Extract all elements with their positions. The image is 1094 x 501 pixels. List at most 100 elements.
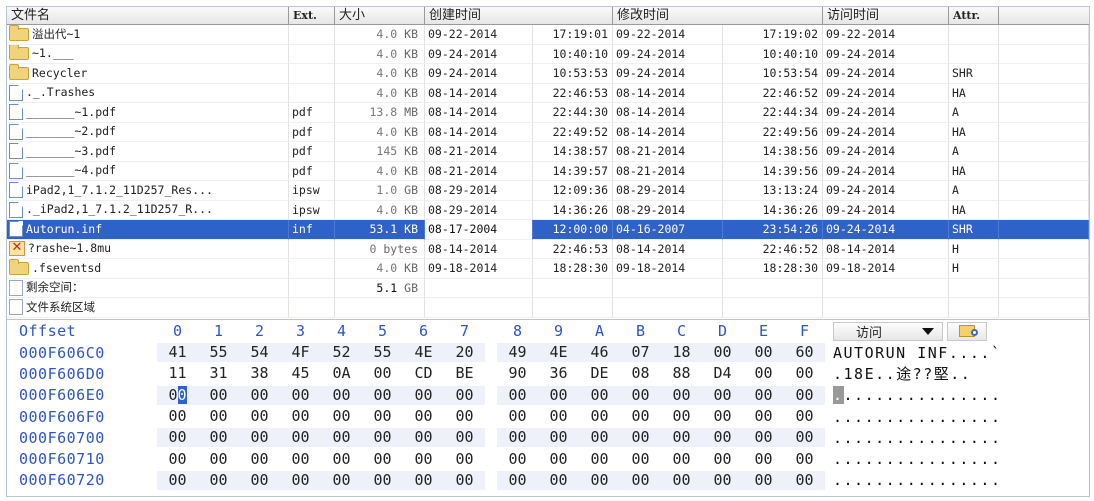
hex-byte[interactable]: 00: [362, 428, 403, 448]
hex-byte[interactable]: 00: [672, 407, 691, 426]
hex-byte[interactable]: 00: [280, 428, 321, 448]
file-row[interactable]: 文件系统区域: [7, 298, 1089, 318]
hex-byte[interactable]: 00: [743, 343, 784, 363]
hex-byte[interactable]: 00: [157, 470, 198, 490]
hex-byte[interactable]: 00: [538, 428, 579, 448]
hex-byte[interactable]: 31: [209, 364, 228, 383]
hex-byte[interactable]: 00: [549, 449, 568, 468]
ascii-text[interactable]: ................: [833, 450, 1002, 469]
hex-byte[interactable]: 00: [620, 428, 661, 448]
hex-byte[interactable]: 00: [444, 470, 485, 490]
column-header-ext[interactable]: Ext.: [289, 7, 335, 25]
hex-byte[interactable]: 00: [590, 407, 609, 426]
hex-byte[interactable]: 00: [373, 364, 392, 383]
hex-byte[interactable]: DE: [590, 364, 609, 383]
column-header-size[interactable]: 大小: [335, 7, 425, 25]
column-header-created[interactable]: 创建时间: [425, 7, 613, 25]
hex-byte[interactable]: 60: [784, 343, 825, 363]
hex-byte[interactable]: 07: [620, 343, 661, 363]
hex-byte[interactable]: 00: [198, 470, 239, 490]
hex-byte[interactable]: 00: [754, 407, 773, 426]
hex-byte[interactable]: 49: [497, 343, 538, 363]
hex-byte[interactable]: 41: [157, 343, 198, 363]
hex-byte[interactable]: 38: [250, 364, 269, 383]
hex-byte[interactable]: 00: [209, 449, 228, 468]
column-header-accessed[interactable]: 访问时间: [823, 7, 949, 25]
file-row[interactable]: _______~2.pdf pdf 4.0 KB 08-14-2014 22:49:52…: [7, 122, 1089, 142]
hex-byte[interactable]: 18: [661, 343, 702, 363]
hex-byte[interactable]: 00: [579, 470, 620, 490]
hex-byte[interactable]: 00: [743, 428, 784, 448]
hex-byte[interactable]: 00: [538, 385, 579, 405]
hex-byte[interactable]: 00: [713, 449, 732, 468]
hex-byte[interactable]: 08: [631, 364, 650, 383]
hex-byte[interactable]: 00: [168, 449, 187, 468]
hex-byte[interactable]: 00: [209, 407, 228, 426]
hex-byte[interactable]: 00: [754, 449, 773, 468]
hex-byte[interactable]: 00: [332, 449, 351, 468]
hex-byte[interactable]: 00: [280, 385, 321, 405]
hex-byte[interactable]: 00: [579, 385, 620, 405]
hex-byte[interactable]: 00: [549, 407, 568, 426]
ascii-text[interactable]: ................: [833, 386, 1057, 405]
hex-byte[interactable]: 54: [239, 343, 280, 363]
file-row-selected[interactable]: Autorun.inf inf 53.1 KB 08-17-2004 12:00:00 0…: [7, 220, 1089, 240]
ascii-text[interactable]: ................: [833, 428, 1002, 447]
file-row[interactable]: .fseventsd 4.0 KB 09-18-2014 18:28:30 09-18-…: [7, 259, 1089, 279]
hex-byte[interactable]: 00: [579, 428, 620, 448]
hex-byte[interactable]: 00: [362, 470, 403, 490]
hex-byte[interactable]: 00: [784, 470, 825, 490]
file-row[interactable]: ._iPad2,1_7.1.2_11D257_R... ipsw 4.0 KB 08-…: [7, 200, 1089, 220]
hex-byte[interactable]: 00: [455, 449, 474, 468]
ascii-text[interactable]: ................: [833, 407, 1002, 426]
hex-byte[interactable]: 00: [508, 407, 527, 426]
hex-byte[interactable]: D4: [713, 364, 732, 383]
hex-byte[interactable]: 55: [198, 343, 239, 363]
file-row[interactable]: _______~1.pdf pdf 13.8 MB 08-14-2014 22:44:3…: [7, 103, 1089, 123]
hex-byte[interactable]: 00: [373, 407, 392, 426]
hex-byte[interactable]: 4E: [538, 343, 579, 363]
hex-byte[interactable]: 00: [784, 385, 825, 405]
file-row[interactable]: _______~4.pdf pdf 4.0 KB 08-21-2014 14:39:57…: [7, 161, 1089, 181]
hex-byte[interactable]: 00: [321, 428, 362, 448]
hex-byte[interactable]: 00: [795, 407, 814, 426]
hex-byte[interactable]: 00: [661, 385, 702, 405]
file-row[interactable]: ✕ ?rashe~1.8mu 0 bytes 08-14-2014 22:46:53 08…: [7, 239, 1089, 259]
ascii-text[interactable]: AUTORUN INF....`: [833, 343, 1002, 362]
hex-byte[interactable]: 00: [672, 449, 691, 468]
hex-byte[interactable]: 00: [321, 385, 362, 405]
hex-byte[interactable]: 00: [291, 407, 310, 426]
column-header-attr[interactable]: Attr.: [949, 7, 999, 25]
hex-byte[interactable]: 52: [321, 343, 362, 363]
hex-byte[interactable]: 00: [157, 428, 198, 448]
file-row[interactable]: 剩余空间： 5.1 GB: [7, 278, 1089, 298]
hex-byte[interactable]: 00: [362, 385, 403, 405]
hex-byte[interactable]: 00: [198, 385, 239, 405]
hex-byte[interactable]: 20: [444, 343, 485, 363]
column-header-name[interactable]: 文件名: [7, 7, 289, 25]
hex-byte[interactable]: 00: [168, 407, 187, 426]
hex-byte[interactable]: 00: [702, 343, 743, 363]
hex-byte[interactable]: 00: [661, 470, 702, 490]
hex-byte[interactable]: BE: [455, 364, 474, 383]
ascii-text[interactable]: ................: [833, 471, 1002, 490]
hex-byte[interactable]: 00: [403, 385, 444, 405]
ascii-text[interactable]: .18E..途??堅..: [833, 365, 972, 384]
hex-byte[interactable]: 00: [743, 470, 784, 490]
hex-byte[interactable]: 00: [157, 385, 198, 405]
hex-byte[interactable]: 00: [497, 385, 538, 405]
hex-byte[interactable]: 00: [198, 428, 239, 448]
hex-byte[interactable]: 00: [538, 470, 579, 490]
hex-byte[interactable]: 45: [291, 364, 310, 383]
hex-byte[interactable]: 55: [362, 343, 403, 363]
hex-byte[interactable]: 90: [508, 364, 527, 383]
access-mode-dropdown[interactable]: 访问: [833, 321, 943, 341]
hex-byte[interactable]: 00: [414, 407, 433, 426]
hex-byte[interactable]: 88: [672, 364, 691, 383]
hex-byte[interactable]: 00: [250, 407, 269, 426]
hex-byte[interactable]: 00: [620, 470, 661, 490]
hex-byte[interactable]: 00: [403, 470, 444, 490]
hex-byte[interactable]: 00: [239, 470, 280, 490]
hex-byte[interactable]: 00: [795, 364, 814, 383]
search-button[interactable]: [947, 321, 987, 341]
